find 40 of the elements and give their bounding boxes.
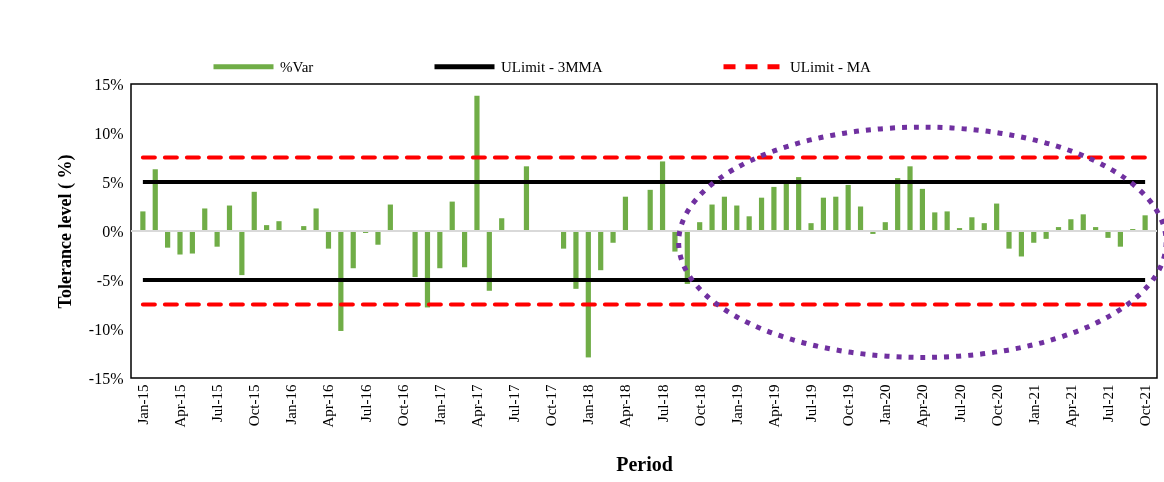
legend-label: ULimit - 3MMA: [501, 58, 603, 75]
x-tick-label: Jan-21: [1025, 384, 1042, 425]
y-tick-label: 0%: [102, 222, 124, 240]
x-tick-label: Jan-18: [580, 384, 597, 425]
x-tick-label: Jan-17: [431, 384, 448, 425]
y-tick-label: -15%: [88, 369, 124, 387]
x-tick-label: Jul-19: [803, 384, 820, 422]
x-tick-label: Apr-19: [765, 384, 782, 428]
x-tick-label: Oct-21: [1137, 384, 1154, 427]
x-tick-label: Apr-16: [320, 384, 337, 428]
x-tick-label: Jan-15: [134, 384, 151, 425]
x-tick-label: Apr-15: [172, 384, 188, 428]
y-tick-label: -10%: [88, 320, 124, 338]
y-tick-label: 10%: [94, 124, 124, 142]
x-tick-label: Apr-18: [617, 384, 634, 428]
x-tick-label: Jan-19: [728, 384, 745, 425]
x-tick-label: Oct-20: [988, 384, 1005, 427]
y-tick-label: -5%: [96, 271, 124, 289]
y-tick-label: 5%: [102, 173, 124, 191]
x-axis-title: Period: [616, 452, 673, 475]
x-tick-label: Apr-17: [468, 384, 485, 428]
y-tick-label: 15%: [94, 75, 124, 93]
legend-label: %Var: [280, 58, 314, 75]
x-tick-label: Jan-20: [877, 384, 894, 425]
x-tick-label: Jan-16: [283, 384, 300, 425]
x-tick-label: Oct-18: [691, 384, 708, 427]
x-tick-label: Jul-15: [209, 384, 226, 422]
legend-label: ULimit - MA: [790, 58, 871, 75]
x-tick-label: Jul-16: [357, 384, 374, 422]
x-tick-label: Apr-21: [1062, 384, 1079, 428]
x-tick-label: Jul-17: [506, 384, 523, 422]
x-tick-label: Oct-16: [394, 384, 411, 427]
x-tick-label: Apr-20: [914, 384, 931, 428]
x-tick-label: Jul-18: [654, 384, 671, 422]
x-tick-label: Oct-19: [840, 384, 857, 427]
x-tick-label: Jul-20: [951, 384, 968, 422]
x-tick-label: Oct-15: [246, 384, 263, 427]
y-axis-title: Tolerance level ( %): [54, 154, 76, 309]
x-tick-label: Jul-21: [1100, 384, 1116, 422]
x-tick-label: Oct-17: [543, 384, 560, 427]
